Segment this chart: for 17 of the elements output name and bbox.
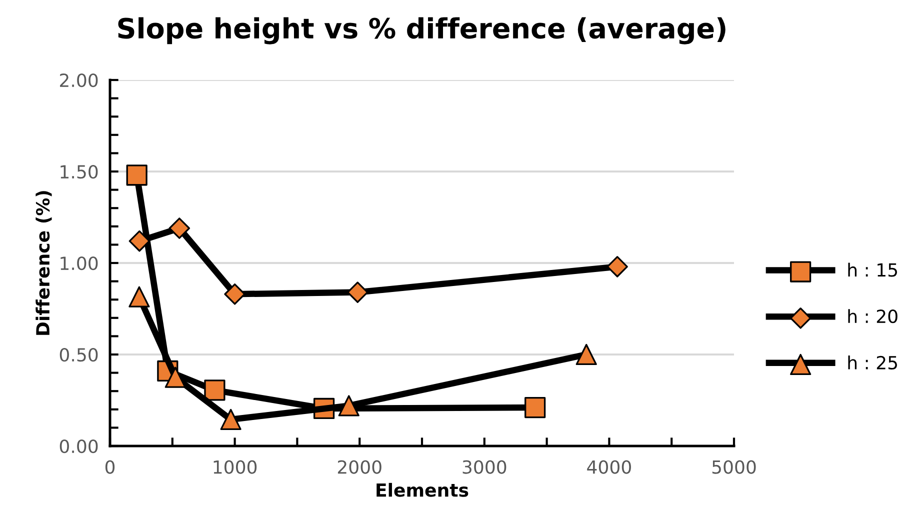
chart-title: Slope height vs % difference (average) xyxy=(118,17,726,44)
legend-label: h : 25 xyxy=(848,356,898,370)
x-tick-label: 1000 xyxy=(214,460,257,474)
x-axis-title: Elements xyxy=(376,482,468,497)
y-tick-label: 2.00 xyxy=(60,73,98,88)
x-tick-label: 0 xyxy=(105,460,115,474)
y-tick-label: 1.00 xyxy=(60,256,98,270)
x-tick-label: 3000 xyxy=(462,460,506,474)
legend-label: h : 15 xyxy=(848,262,898,277)
x-tick-label: 4000 xyxy=(587,460,631,474)
y-axis-title: Difference (%) xyxy=(36,191,52,335)
y-tick-label: 0.00 xyxy=(60,439,98,454)
legend-label: h : 20 xyxy=(848,309,898,324)
y-tick-label: 0.50 xyxy=(60,348,98,362)
x-tick-label: 5000 xyxy=(712,460,756,474)
x-tick-label: 2000 xyxy=(338,460,382,474)
y-tick-label: 1.50 xyxy=(60,164,98,179)
